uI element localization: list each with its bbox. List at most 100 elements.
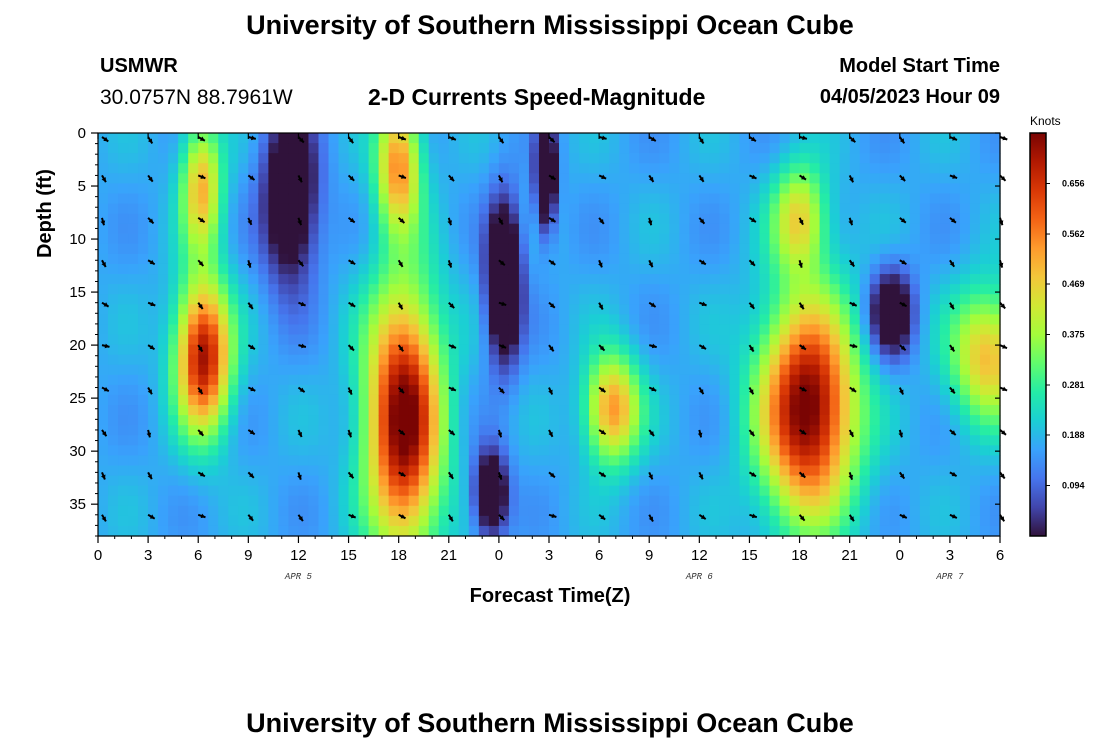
heatmap-cell — [669, 203, 680, 215]
heatmap-cell — [979, 394, 991, 406]
heatmap-cell — [458, 314, 470, 326]
heatmap-cell — [729, 525, 741, 537]
heatmap-cell — [508, 243, 520, 255]
heatmap-cell — [278, 243, 290, 255]
heatmap-cell — [138, 415, 149, 426]
heatmap-cell — [989, 334, 1001, 346]
heatmap-cell — [799, 294, 811, 305]
heatmap-cell — [448, 374, 460, 386]
heatmap-cell — [478, 213, 490, 225]
current-vector — [298, 301, 306, 307]
heatmap-cell — [969, 374, 981, 386]
heatmap-cell — [889, 223, 901, 235]
heatmap-cell — [619, 253, 630, 265]
heatmap-cell — [298, 465, 310, 477]
heatmap-cell — [418, 143, 430, 154]
heatmap-cell — [298, 384, 310, 396]
heatmap-cell — [769, 263, 781, 275]
heatmap-cell — [579, 364, 590, 376]
current-vector — [348, 259, 356, 266]
heatmap-cell — [769, 163, 781, 174]
heatmap-cell — [408, 243, 420, 255]
heatmap-cell — [308, 294, 320, 305]
heatmap-cell — [919, 223, 931, 235]
heatmap-cell — [308, 415, 320, 426]
heatmap-cell — [659, 374, 670, 386]
heatmap-cell — [739, 435, 751, 446]
heatmap-cell — [919, 374, 931, 386]
heatmap-cell — [569, 203, 580, 215]
heatmap-cell — [258, 445, 269, 456]
heatmap-cell — [258, 163, 269, 174]
heatmap-cell — [398, 394, 410, 406]
current-vector — [497, 174, 504, 183]
heatmap-cell — [98, 515, 109, 527]
current-vector — [498, 344, 507, 349]
heatmap-cell — [629, 465, 640, 477]
heatmap-cell — [248, 314, 259, 326]
heatmap-cell — [599, 394, 610, 406]
station-coordinates: 30.0757N 88.7961W — [100, 86, 293, 109]
heatmap-cell — [238, 354, 249, 366]
heatmap-cell — [709, 475, 720, 487]
heatmap-cell — [268, 485, 279, 497]
heatmap-cell — [108, 515, 119, 527]
heatmap-cell — [308, 495, 320, 507]
heatmap-cell — [178, 344, 189, 356]
heatmap-cell — [488, 203, 500, 215]
heatmap-cell — [278, 213, 290, 225]
heatmap-cell — [378, 304, 390, 315]
heatmap-cell — [148, 193, 159, 205]
heatmap-cell — [428, 193, 440, 205]
heatmap-cell — [418, 505, 430, 517]
heatmap-cell — [218, 415, 229, 426]
heatmap-cell — [458, 263, 470, 275]
colorbar-tick-label: 0.281 — [1062, 380, 1085, 390]
heatmap-cell — [348, 163, 360, 174]
heatmap-cell — [408, 505, 420, 517]
heatmap-cell — [108, 304, 119, 315]
heatmap-cell — [428, 384, 440, 396]
heatmap-cell — [799, 153, 811, 164]
heatmap-cell — [909, 243, 921, 255]
heatmap-cell — [438, 173, 450, 184]
heatmap-cell — [508, 455, 520, 467]
heatmap-cell — [288, 505, 300, 517]
heatmap-cell — [138, 284, 149, 295]
heatmap-cell — [258, 223, 269, 235]
heatmap-cell — [188, 314, 199, 326]
current-vector — [497, 429, 503, 438]
heatmap-cell — [528, 233, 540, 245]
heatmap-cell — [939, 475, 951, 487]
heatmap-cell — [278, 294, 290, 305]
heatmap-cell — [959, 384, 971, 396]
heatmap-cell — [538, 455, 550, 467]
heatmap-cell — [989, 274, 1001, 285]
heatmap-cell — [118, 435, 129, 446]
heatmap-cell — [669, 425, 680, 436]
heatmap-cell — [679, 475, 690, 487]
heatmap-cell — [168, 213, 179, 225]
heatmap-cell — [528, 425, 540, 436]
heatmap-cell — [839, 435, 851, 446]
heatmap-cell — [979, 334, 991, 346]
heatmap-cell — [418, 304, 430, 315]
heatmap-cell — [689, 435, 700, 446]
heatmap-cell — [538, 143, 550, 154]
heatmap-cell — [448, 455, 460, 467]
heatmap-cell — [358, 223, 370, 235]
heatmap-cell — [148, 354, 159, 366]
heatmap-cell — [508, 405, 520, 416]
heatmap-cell — [148, 223, 159, 235]
heatmap-cell — [248, 294, 259, 305]
heatmap-cell — [118, 334, 129, 346]
heatmap-cell — [769, 183, 781, 195]
heatmap-cell — [398, 243, 410, 255]
current-vector — [100, 217, 106, 226]
heatmap-cell — [709, 334, 720, 346]
heatmap-cell — [639, 465, 650, 477]
heatmap-cell — [188, 153, 199, 164]
heatmap-cell — [639, 193, 650, 205]
heatmap-cell — [118, 425, 129, 436]
heatmap-cell — [949, 304, 961, 315]
